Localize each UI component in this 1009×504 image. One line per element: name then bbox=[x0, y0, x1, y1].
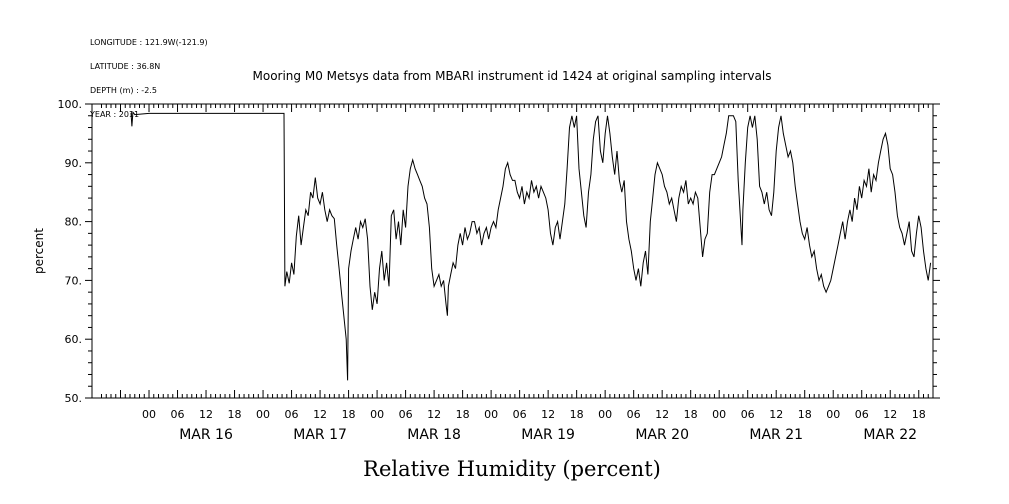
x-tick-label: 06 bbox=[627, 408, 641, 421]
y-tick-label: 50. bbox=[65, 392, 83, 405]
chart-title: Mooring M0 Metsys data from MBARI instru… bbox=[253, 69, 772, 83]
year-label: YEAR : 2011 bbox=[90, 110, 140, 119]
y-tick-label: 70. bbox=[65, 274, 83, 287]
x-tick-label: 18 bbox=[570, 408, 584, 421]
longitude-label: LONGITUDE : 121.9W(-121.9) bbox=[90, 38, 208, 47]
x-tick-label: 18 bbox=[798, 408, 812, 421]
y-tick-label: 60. bbox=[65, 333, 83, 346]
humidity-series-line bbox=[130, 110, 932, 381]
x-tick-label: 12 bbox=[427, 408, 441, 421]
x-tick-label: 18 bbox=[912, 408, 926, 421]
x-day-label: MAR 22 bbox=[863, 427, 917, 443]
x-tick-label: 00 bbox=[598, 408, 612, 421]
x-tick-label: 06 bbox=[285, 408, 299, 421]
x-day-label: MAR 21 bbox=[749, 427, 803, 443]
x-tick-label: 00 bbox=[712, 408, 726, 421]
x-day-label: MAR 20 bbox=[635, 427, 689, 443]
latitude-label: LATITUDE : 36.8N bbox=[90, 62, 161, 71]
x-tick-label: 06 bbox=[855, 408, 869, 421]
x-tick-label: 06 bbox=[399, 408, 413, 421]
x-tick-label: 00 bbox=[484, 408, 498, 421]
x-day-label: MAR 16 bbox=[179, 427, 233, 443]
depth-label: DEPTH (m) : -2.5 bbox=[90, 86, 157, 95]
x-tick-label: 12 bbox=[655, 408, 669, 421]
x-tick-label: 06 bbox=[171, 408, 185, 421]
x-tick-label: 12 bbox=[313, 408, 327, 421]
metadata-block: LONGITUDE : 121.9W(-121.9) LATITUDE : 36… bbox=[90, 23, 208, 127]
x-tick-label: 18 bbox=[342, 408, 356, 421]
x-tick-label: 06 bbox=[741, 408, 755, 421]
x-tick-label: 12 bbox=[541, 408, 555, 421]
plot-frame bbox=[91, 103, 934, 399]
x-tick-label: 00 bbox=[370, 408, 384, 421]
x-tick-label: 00 bbox=[256, 408, 270, 421]
x-tick-label: 18 bbox=[684, 408, 698, 421]
x-tick-label: 12 bbox=[199, 408, 213, 421]
x-axis-label: Relative Humidity (percent) bbox=[363, 457, 661, 481]
y-axis-label: percent bbox=[32, 228, 46, 274]
x-tick-label: 18 bbox=[228, 408, 242, 421]
x-tick-label: 18 bbox=[456, 408, 470, 421]
x-day-label: MAR 19 bbox=[521, 427, 575, 443]
x-tick-label: 12 bbox=[883, 408, 897, 421]
x-tick-label: 06 bbox=[513, 408, 527, 421]
x-tick-label: 00 bbox=[142, 408, 156, 421]
y-tick-label: 100. bbox=[58, 98, 83, 111]
x-tick-label: 00 bbox=[826, 408, 840, 421]
x-day-label: MAR 17 bbox=[293, 427, 347, 443]
x-tick-label: 12 bbox=[769, 408, 783, 421]
y-tick-label: 90. bbox=[65, 157, 83, 170]
x-day-label: MAR 18 bbox=[407, 427, 461, 443]
y-tick-label: 80. bbox=[65, 216, 83, 229]
